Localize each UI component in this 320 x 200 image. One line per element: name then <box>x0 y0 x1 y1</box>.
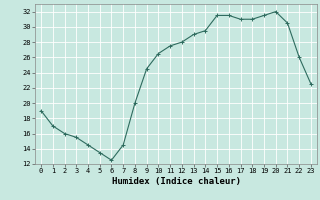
X-axis label: Humidex (Indice chaleur): Humidex (Indice chaleur) <box>111 177 241 186</box>
